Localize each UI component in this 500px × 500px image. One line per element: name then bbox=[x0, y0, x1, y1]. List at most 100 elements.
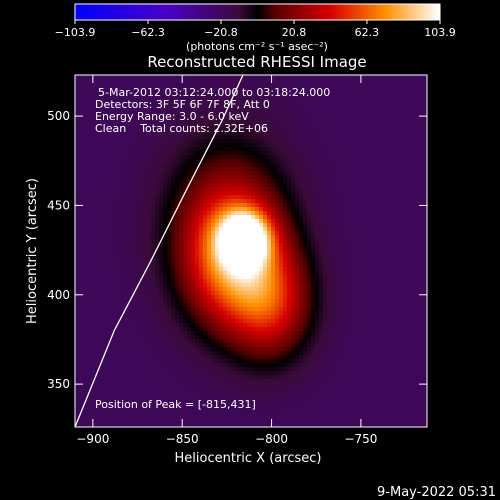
heatmap-cell bbox=[95, 255, 99, 259]
heatmap-cell bbox=[155, 239, 159, 243]
heatmap-cell bbox=[271, 135, 275, 139]
heatmap-cell bbox=[391, 215, 395, 219]
heatmap-cell bbox=[175, 259, 179, 263]
heatmap-cell bbox=[279, 159, 283, 163]
heatmap-cell bbox=[187, 263, 191, 267]
heatmap-cell bbox=[191, 167, 195, 171]
heatmap-cell bbox=[175, 151, 179, 155]
heatmap-cell bbox=[319, 291, 323, 295]
heatmap-cell bbox=[363, 155, 367, 159]
heatmap-cell bbox=[179, 115, 183, 119]
heatmap-cell bbox=[203, 139, 207, 143]
heatmap-cell bbox=[199, 271, 203, 275]
heatmap-cell bbox=[127, 211, 131, 215]
heatmap-cell bbox=[399, 155, 403, 159]
heatmap-cell bbox=[203, 295, 207, 299]
heatmap-cell bbox=[303, 115, 307, 119]
heatmap-cell bbox=[195, 299, 199, 303]
heatmap-cell bbox=[147, 215, 151, 219]
heatmap-cell bbox=[411, 111, 415, 115]
heatmap-cell bbox=[283, 299, 287, 303]
heatmap-cell bbox=[283, 259, 287, 263]
heatmap-cell bbox=[163, 123, 167, 127]
heatmap-cell bbox=[175, 123, 179, 127]
heatmap-cell bbox=[219, 79, 223, 83]
heatmap-cell bbox=[195, 83, 199, 87]
heatmap-cell bbox=[111, 135, 115, 139]
heatmap-cell bbox=[111, 179, 115, 183]
heatmap-cell bbox=[171, 243, 175, 247]
heatmap-cell bbox=[91, 163, 95, 167]
heatmap-cell bbox=[223, 259, 227, 263]
heatmap-cell bbox=[115, 123, 119, 127]
heatmap-cell bbox=[391, 127, 395, 131]
heatmap-cell bbox=[327, 163, 331, 167]
heatmap-cell bbox=[215, 103, 219, 107]
heatmap-cell bbox=[335, 195, 339, 199]
heatmap-cell bbox=[167, 295, 171, 299]
heatmap-cell bbox=[143, 203, 147, 207]
heatmap-cell bbox=[183, 247, 187, 251]
heatmap-cell bbox=[139, 187, 143, 191]
heatmap-cell bbox=[371, 171, 375, 175]
heatmap-cell bbox=[147, 203, 151, 207]
heatmap-cell bbox=[203, 275, 207, 279]
heatmap-cell bbox=[343, 207, 347, 211]
heatmap-cell bbox=[83, 191, 87, 195]
heatmap-cell bbox=[403, 223, 407, 227]
heatmap-cell bbox=[411, 211, 415, 215]
heatmap-cell bbox=[415, 151, 419, 155]
heatmap-cell bbox=[267, 119, 271, 123]
heatmap-cell bbox=[319, 167, 323, 171]
heatmap-cell bbox=[119, 199, 123, 203]
heatmap-cell bbox=[107, 287, 111, 291]
heatmap-cell bbox=[259, 151, 263, 155]
heatmap-cell bbox=[291, 291, 295, 295]
heatmap-cell bbox=[239, 207, 243, 211]
heatmap-cell bbox=[255, 91, 259, 95]
heatmap-cell bbox=[255, 199, 259, 203]
heatmap-cell bbox=[267, 287, 271, 291]
heatmap-cell bbox=[103, 187, 107, 191]
heatmap-cell bbox=[255, 139, 259, 143]
heatmap-cell bbox=[419, 287, 423, 291]
heatmap-cell bbox=[279, 83, 283, 87]
heatmap-cell bbox=[147, 83, 151, 87]
heatmap-cell bbox=[299, 147, 303, 151]
heatmap-cell bbox=[403, 187, 407, 191]
heatmap-cell bbox=[367, 215, 371, 219]
heatmap-cell bbox=[115, 75, 119, 79]
heatmap-cell bbox=[355, 123, 359, 127]
heatmap-cell bbox=[139, 211, 143, 215]
heatmap-cell bbox=[347, 211, 351, 215]
heatmap-cell bbox=[343, 199, 347, 203]
heatmap-cell bbox=[387, 127, 391, 131]
heatmap-cell bbox=[379, 127, 383, 131]
heatmap-cell bbox=[243, 223, 247, 227]
heatmap-cell bbox=[335, 135, 339, 139]
heatmap-cell bbox=[415, 171, 419, 175]
heatmap-cell bbox=[111, 79, 115, 83]
heatmap-cell bbox=[263, 287, 267, 291]
heatmap-cell bbox=[179, 279, 183, 283]
heatmap-cell bbox=[211, 147, 215, 151]
heatmap-cell bbox=[91, 183, 95, 187]
heatmap-cell bbox=[383, 143, 387, 147]
heatmap-cell bbox=[351, 259, 355, 263]
heatmap-cell bbox=[263, 163, 267, 167]
heatmap-cell bbox=[307, 207, 311, 211]
heatmap-cell bbox=[391, 99, 395, 103]
heatmap-cell bbox=[275, 183, 279, 187]
heatmap-cell bbox=[183, 223, 187, 227]
heatmap-cell bbox=[283, 139, 287, 143]
heatmap-cell bbox=[367, 127, 371, 131]
heatmap-cell bbox=[343, 287, 347, 291]
heatmap-cell bbox=[423, 275, 427, 279]
heatmap-cell bbox=[239, 135, 243, 139]
heatmap-cell bbox=[83, 211, 87, 215]
heatmap-cell bbox=[395, 287, 399, 291]
heatmap-cell bbox=[195, 259, 199, 263]
heatmap-cell bbox=[399, 259, 403, 263]
heatmap-cell bbox=[287, 91, 291, 95]
heatmap-cell bbox=[351, 163, 355, 167]
